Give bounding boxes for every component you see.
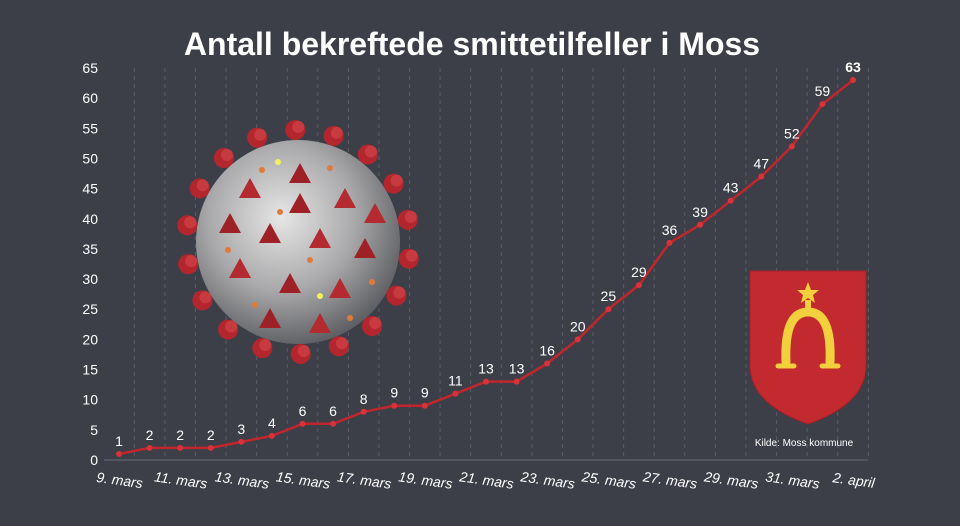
data-point [758, 173, 765, 180]
data-point [146, 444, 153, 451]
data-labels: 1 2 2 2 3 4 6 6 8 9 9 11 13 13 16 20 25 29 36 39 43 47 52 59 63 [115, 59, 861, 449]
data-label: 59 [815, 83, 831, 99]
data-label: 16 [539, 343, 555, 359]
y-tick-label: 65 [82, 60, 98, 76]
x-tick-label: 19. mars [397, 468, 453, 491]
y-tick-label: 55 [82, 120, 98, 136]
data-point [299, 420, 306, 427]
data-point [360, 408, 367, 415]
x-tick-label: 13. mars [214, 468, 270, 491]
chart-title: Antall bekreftede smittetilfeller i Moss [184, 26, 760, 62]
data-label: 25 [601, 288, 617, 304]
data-point [421, 402, 428, 409]
data-label: 4 [268, 415, 276, 431]
data-label: 6 [299, 403, 307, 419]
data-point [391, 402, 398, 409]
x-tick-label: 11. mars [153, 468, 208, 491]
data-point [697, 221, 704, 228]
y-tick-label: 5 [90, 422, 98, 438]
y-tick-label: 25 [82, 301, 98, 317]
data-label: 52 [784, 125, 800, 141]
data-point [207, 444, 214, 451]
data-point [177, 444, 184, 451]
data-point [788, 143, 795, 150]
data-label: 3 [237, 421, 245, 437]
x-tick-label: 17. mars [336, 468, 392, 491]
x-tick-label: 31. mars [764, 468, 820, 491]
data-label: 63 [845, 59, 861, 75]
data-label: 2 [176, 427, 184, 443]
y-tick-label: 15 [82, 362, 98, 378]
data-label: 13 [478, 361, 494, 377]
data-label: 29 [631, 264, 647, 280]
data-label: 1 [115, 433, 123, 449]
y-tick-label: 0 [90, 452, 98, 468]
y-tick-label: 35 [82, 241, 98, 257]
data-label: 20 [570, 318, 586, 334]
data-label: 39 [692, 204, 708, 220]
coat-of-arms [749, 270, 867, 425]
data-label: 9 [421, 385, 429, 401]
virus-illustration [177, 120, 419, 364]
data-point [574, 336, 581, 343]
data-label: 2 [207, 427, 215, 443]
x-axis-ticks: 9. mars 11. mars 13. mars 15. mars 17. mars 1… [95, 468, 876, 492]
x-tick-label: 21. mars [458, 468, 515, 492]
data-label: 11 [448, 373, 463, 389]
y-tick-label: 60 [82, 90, 98, 106]
source-note: Kilde: Moss kommune [755, 438, 854, 449]
data-point [116, 450, 122, 457]
x-tick-label: 23. mars [519, 468, 576, 492]
data-point [727, 197, 734, 204]
data-point [635, 282, 642, 289]
y-axis-ticks: 0 5 10 15 20 25 30 35 40 45 50 55 60 65 [82, 60, 98, 468]
x-tick-label: 29. mars [702, 468, 759, 492]
data-label: 36 [662, 222, 678, 238]
data-point [605, 306, 612, 313]
x-tick-label: 27. mars [641, 468, 698, 492]
data-point [666, 239, 673, 246]
data-label: 47 [753, 156, 769, 172]
data-point [483, 378, 489, 385]
data-label: 43 [723, 180, 739, 196]
x-tick-label: 15. mars [275, 468, 331, 491]
x-tick-label: 2. april [831, 469, 877, 491]
x-tick-label: 9. mars [95, 469, 143, 491]
y-tick-label: 20 [82, 331, 98, 347]
y-tick-label: 45 [82, 181, 98, 197]
series-markers [116, 77, 856, 457]
x-tick-label: 25. mars [580, 468, 637, 492]
y-tick-label: 40 [82, 211, 98, 227]
data-label: 13 [509, 361, 525, 377]
y-tick-label: 10 [82, 392, 98, 408]
data-label: 6 [329, 403, 337, 419]
data-point [238, 438, 245, 445]
data-point [513, 378, 520, 385]
y-tick-label: 30 [82, 271, 98, 287]
data-point [330, 420, 337, 427]
data-point [452, 390, 459, 397]
data-point [268, 432, 275, 439]
data-label: 9 [390, 385, 398, 401]
data-label: 8 [360, 391, 368, 407]
data-point [850, 77, 856, 84]
y-tick-label: 50 [82, 150, 98, 166]
data-point [819, 101, 826, 108]
data-label: 2 [146, 427, 154, 443]
data-point [544, 360, 551, 367]
